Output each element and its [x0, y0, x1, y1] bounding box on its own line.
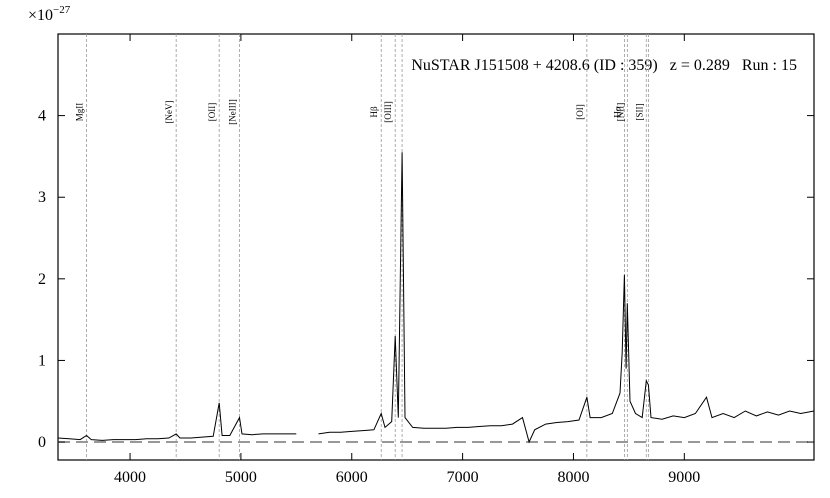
scale-label: ×10−27 — [28, 4, 71, 24]
x-tick-label: 9000 — [668, 469, 700, 486]
x-tick-label: 8000 — [557, 469, 589, 486]
emission-label: [SII] — [634, 104, 644, 121]
chart-title: NuSTAR J151508 + 4208.6 (ID : 359) z = 0… — [411, 57, 797, 74]
plot-frame — [57, 33, 815, 461]
y-tick-label: 2 — [38, 271, 46, 288]
emission-label: [NeIII] — [227, 99, 237, 124]
emission-label: Hβ — [369, 106, 379, 117]
emission-label: MgII — [74, 103, 84, 122]
spectrum-line — [57, 152, 815, 444]
x-tick-label: 6000 — [336, 469, 368, 486]
y-tick-label: 0 — [38, 434, 46, 451]
scale-base: ×10 — [28, 7, 53, 24]
x-tick-label: 4000 — [114, 469, 146, 486]
y-tick-label: 4 — [38, 108, 46, 125]
emission-label: [OII] — [207, 103, 217, 122]
y-tick-label: 3 — [38, 189, 46, 206]
emission-label: [OI] — [575, 104, 585, 120]
emission-label: Hα — [612, 106, 622, 117]
scale-exponent: −27 — [53, 4, 71, 16]
x-tick-label: 7000 — [447, 469, 479, 486]
y-tick-label: 1 — [38, 352, 46, 369]
x-tick-label: 5000 — [225, 469, 257, 486]
emission-label: [NII] — [615, 103, 625, 122]
emission-label: [OIII] — [383, 101, 393, 123]
emission-label: [NeV] — [164, 101, 174, 124]
